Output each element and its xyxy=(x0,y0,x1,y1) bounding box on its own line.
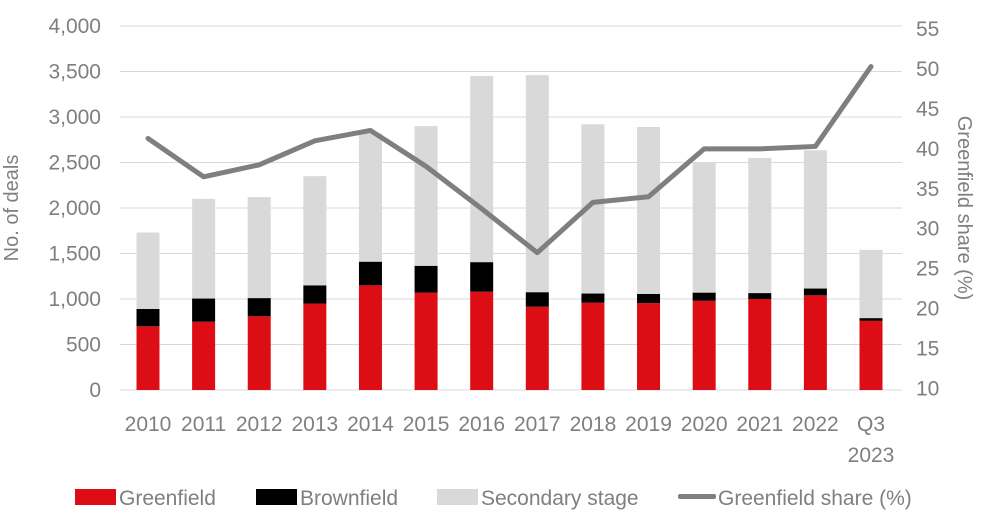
bar-segment-greenfield xyxy=(247,316,271,390)
bar-segment-secondary-stage xyxy=(748,157,772,294)
right-axis-tick: 25 xyxy=(916,258,939,281)
legend-item-secondary-stage: Secondary stage xyxy=(437,487,639,510)
x-axis-label: 2020 xyxy=(681,413,728,436)
line-swatch-icon xyxy=(678,494,716,499)
bar-segment-secondary-stage xyxy=(136,232,160,310)
left-axis-tick: 1,500 xyxy=(48,243,101,266)
legend: Greenfield Brownfield Secondary stage Gr… xyxy=(75,487,912,510)
bar-segment-greenfield xyxy=(637,303,661,390)
secondary-stage-swatch-icon xyxy=(437,489,478,505)
bar-segment-secondary-stage xyxy=(581,124,605,294)
left-axis-tick: 3,500 xyxy=(48,61,101,84)
legend-label-greenfield-share: Greenfield share (%) xyxy=(718,487,912,510)
bar-segment-secondary-stage xyxy=(303,176,327,286)
bar-segment-secondary-stage xyxy=(192,198,216,299)
x-axis-label: 2014 xyxy=(347,413,394,436)
x-axis-label: 2010 xyxy=(125,413,172,436)
left-axis-tick: 2,000 xyxy=(48,197,101,220)
x-axis-label: Q3 2023 xyxy=(848,413,895,467)
x-axis-label: 2017 xyxy=(514,413,561,436)
share-line-path xyxy=(145,64,874,256)
bar-segment-greenfield xyxy=(470,291,494,390)
bar-segment-secondary-stage xyxy=(525,75,549,293)
right-axis-tick-labels: 55 50 45 40 35 30 25 20 15 10 xyxy=(916,18,939,401)
bar-segment-greenfield xyxy=(303,303,327,390)
bar-segment-secondary-stage xyxy=(859,249,883,319)
x-axis-label: 2013 xyxy=(291,413,338,436)
legend-item-brownfield: Brownfield xyxy=(256,487,398,510)
bar-segment-greenfield xyxy=(803,295,827,390)
bar-segment-greenfield xyxy=(136,326,160,390)
bar-segment-brownfield xyxy=(470,262,494,292)
bar-segment-brownfield xyxy=(525,292,549,307)
bar-segment-brownfield xyxy=(803,288,827,296)
left-axis-tick-labels: 4,000 3,500 3,000 2,500 2,000 1,500 1,000 500 0 xyxy=(48,15,101,402)
x-axis-labels: 2010 2011 2012 2013 2014 2015 2016 2017 2018 2019… xyxy=(125,413,895,467)
legend-item-greenfield-share: Greenfield share (%) xyxy=(678,487,912,510)
bar-segment-brownfield xyxy=(637,293,661,304)
x-axis-label: 2011 xyxy=(181,413,226,436)
x-axis-label: 2019 xyxy=(625,413,672,436)
gridlines xyxy=(120,25,902,391)
greenfield-swatch-icon xyxy=(75,489,116,505)
legend-label-greenfield: Greenfield xyxy=(119,487,216,510)
bar-segment-brownfield xyxy=(581,293,605,303)
right-axis-tick: 20 xyxy=(916,298,939,321)
bar-segment-brownfield xyxy=(692,292,716,301)
right-axis-tick: 45 xyxy=(916,98,939,121)
bar-segment-greenfield xyxy=(748,299,772,390)
bar-segment-brownfield xyxy=(414,265,438,293)
bar-segment-brownfield xyxy=(247,298,271,317)
right-axis-tick: 50 xyxy=(916,58,939,81)
bar-segment-secondary-stage xyxy=(470,76,494,263)
bar-segment-greenfield xyxy=(692,300,716,390)
bar-segment-brownfield xyxy=(748,293,772,299)
left-axis-tick: 1,000 xyxy=(48,288,101,311)
bar-segment-secondary-stage xyxy=(358,133,382,262)
legend-label-brownfield: Brownfield xyxy=(300,487,398,510)
x-axis-label: 2018 xyxy=(570,413,617,436)
bar-segment-brownfield xyxy=(358,261,382,286)
left-axis-tick: 4,000 xyxy=(48,15,101,38)
x-axis-label: 2021 xyxy=(736,413,783,436)
bar-segment-secondary-stage xyxy=(692,162,716,293)
right-axis-title: Greenfield share (%) xyxy=(953,116,975,301)
right-axis-tick: 55 xyxy=(916,18,939,41)
bar-segment-secondary-stage xyxy=(637,127,661,294)
right-axis-tick: 35 xyxy=(916,178,939,201)
right-axis-tick: 10 xyxy=(916,378,939,401)
bar-segment-secondary-stage xyxy=(803,150,827,289)
bar-segment-greenfield xyxy=(581,302,605,390)
bar-segment-greenfield xyxy=(414,292,438,390)
bar-segment-greenfield xyxy=(358,285,382,390)
bar-segment-greenfield xyxy=(192,321,216,390)
left-axis-tick: 500 xyxy=(66,334,101,357)
bar-segment-greenfield xyxy=(859,320,883,390)
right-axis-tick: 30 xyxy=(916,218,939,241)
x-axis-label: 2022 xyxy=(792,413,839,436)
left-axis-tick: 0 xyxy=(89,379,101,402)
x-axis-label: 2012 xyxy=(236,413,283,436)
bar-segment-secondary-stage xyxy=(247,197,271,299)
legend-label-secondary-stage: Secondary stage xyxy=(481,487,639,510)
x-axis-label: 2016 xyxy=(458,413,505,436)
left-axis-tick: 3,000 xyxy=(48,106,101,129)
greenfield-share-line xyxy=(145,64,874,256)
bar-segment-brownfield xyxy=(859,318,883,321)
bar-segment-greenfield xyxy=(525,306,549,390)
bar-segment-brownfield xyxy=(303,285,327,304)
legend-item-greenfield: Greenfield xyxy=(75,487,216,510)
bar-segment-brownfield xyxy=(192,298,216,322)
brownfield-swatch-icon xyxy=(256,489,297,505)
bar-segment-secondary-stage xyxy=(414,126,438,266)
right-axis-tick: 15 xyxy=(916,338,939,361)
bar-segment-brownfield xyxy=(136,309,160,327)
x-axis-label: 2015 xyxy=(403,413,450,436)
left-axis-tick: 2,500 xyxy=(48,152,101,175)
right-axis-tick: 40 xyxy=(916,138,939,161)
left-axis-title: No. of deals xyxy=(1,155,23,262)
